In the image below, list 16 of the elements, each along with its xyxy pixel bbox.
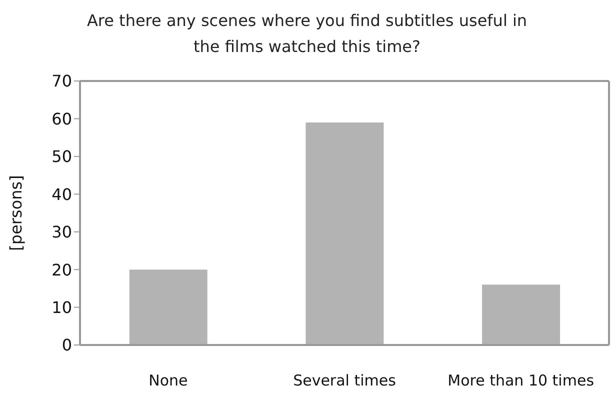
y-tick-label: 20 xyxy=(52,260,72,280)
y-tick-label: 60 xyxy=(52,109,72,128)
y-tick-label: 40 xyxy=(52,184,72,204)
bar xyxy=(306,122,384,345)
bar xyxy=(129,270,208,345)
x-tick-label: More than 10 times xyxy=(448,372,594,390)
y-axis-title: [persons] xyxy=(6,175,26,251)
y-tick-label: 10 xyxy=(52,298,72,317)
x-tick-label: Several times xyxy=(293,372,396,390)
x-tick-label: None xyxy=(148,372,188,390)
chart-title: Are there any scenes where you find subtitles useful in the films watched this time? xyxy=(86,10,528,58)
y-tick-label: 0 xyxy=(62,336,72,355)
y-tick-label: 30 xyxy=(52,222,72,242)
bar xyxy=(482,284,560,345)
y-tick-label: 50 xyxy=(52,147,72,166)
y-tick-label: 70 xyxy=(52,72,72,91)
